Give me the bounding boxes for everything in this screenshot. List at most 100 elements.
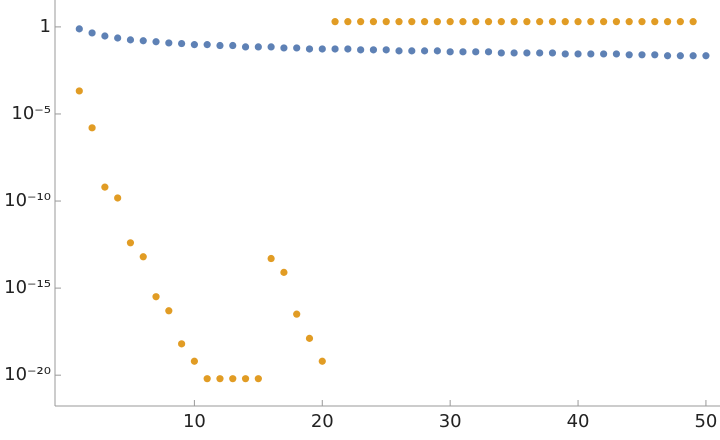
point [420, 18, 429, 26]
point [663, 18, 672, 26]
point [638, 18, 646, 26]
point [178, 340, 186, 348]
point [484, 18, 493, 26]
point [178, 39, 186, 48]
point [702, 52, 710, 60]
point [369, 18, 378, 26]
point [229, 375, 237, 383]
point [612, 18, 621, 26]
point [318, 357, 326, 365]
point [408, 18, 416, 26]
point [420, 47, 429, 55]
point [459, 18, 467, 26]
point [600, 18, 608, 26]
point [88, 29, 96, 37]
point [280, 268, 288, 276]
point [612, 50, 621, 58]
point [536, 49, 544, 57]
point [523, 49, 531, 57]
point [433, 18, 441, 26]
point [472, 18, 480, 26]
point [382, 46, 390, 54]
point [651, 18, 659, 26]
point [267, 43, 275, 51]
point [625, 18, 633, 26]
point [216, 375, 224, 383]
point [382, 18, 390, 26]
point [676, 18, 684, 26]
point [676, 52, 684, 60]
point [75, 25, 83, 33]
x-tick-label: 40 [567, 411, 590, 432]
point [459, 48, 467, 56]
point [510, 49, 518, 57]
x-tick-label: 30 [439, 411, 462, 432]
point [574, 50, 582, 58]
point [600, 50, 608, 58]
point [587, 50, 595, 58]
point [651, 51, 659, 59]
point [344, 18, 352, 26]
point [101, 32, 109, 40]
point [446, 48, 454, 56]
point [433, 47, 441, 55]
point [395, 18, 403, 26]
point [254, 375, 262, 383]
point [663, 52, 672, 60]
point [229, 41, 237, 50]
point [484, 48, 493, 56]
point [689, 18, 697, 26]
point [548, 49, 557, 57]
point [357, 46, 365, 54]
point [241, 375, 250, 383]
point [497, 49, 505, 57]
point [293, 44, 301, 52]
point [241, 43, 250, 51]
point [510, 18, 518, 26]
x-tick-label: 20 [311, 411, 334, 432]
point [395, 47, 403, 55]
point [216, 41, 224, 50]
point [139, 37, 147, 45]
point [523, 18, 531, 26]
point [318, 45, 326, 53]
point [165, 39, 173, 47]
point [689, 52, 697, 60]
point [280, 44, 288, 52]
point [152, 293, 160, 301]
point [574, 18, 582, 26]
point [75, 87, 83, 95]
point [548, 18, 557, 26]
point [497, 18, 505, 26]
y-tick-label: 10⁻¹⁵ [4, 277, 51, 298]
point [344, 45, 352, 53]
point [625, 51, 633, 59]
point [139, 253, 147, 261]
point [152, 38, 160, 46]
point [305, 45, 314, 53]
point [88, 124, 96, 132]
point [305, 334, 314, 342]
point [536, 18, 544, 26]
point [254, 43, 262, 51]
point [203, 375, 211, 383]
point [587, 18, 595, 26]
point [408, 47, 416, 55]
y-tick-label: 1 [40, 16, 51, 37]
point [561, 50, 569, 58]
y-tick-label: 10⁻¹⁰ [4, 190, 51, 211]
point [165, 307, 173, 315]
point [126, 239, 135, 247]
point [126, 36, 135, 44]
point [638, 51, 646, 59]
x-tick-label: 50 [694, 411, 717, 432]
point [446, 18, 454, 26]
point [203, 41, 211, 49]
point [331, 18, 339, 26]
point [331, 45, 339, 53]
point [561, 18, 569, 26]
point [114, 34, 122, 42]
point [101, 183, 109, 191]
y-tick-label: 10⁻⁵ [11, 103, 51, 124]
